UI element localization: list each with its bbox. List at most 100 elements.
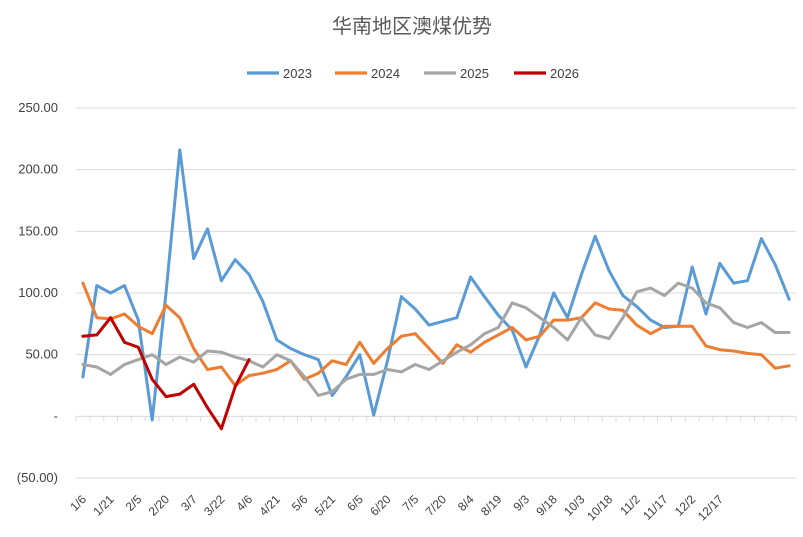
data-point-2023 [593,234,597,238]
chart-series [81,148,791,431]
data-point-2024 [261,371,265,375]
data-point-2024 [123,312,126,316]
data-point-2024 [164,303,168,307]
data-point-2026 [123,340,126,344]
data-point-2024 [760,353,763,357]
data-point-2023 [123,284,126,287]
data-point-2025 [344,377,348,381]
data-point-2025 [580,316,583,320]
data-point-2023 [483,295,486,299]
data-point-2024 [718,348,722,352]
data-point-2023 [455,316,459,320]
data-point-2025 [552,326,556,329]
data-point-2023 [81,375,85,379]
data-point-2024 [316,371,320,375]
x-tick-label: 7/20 [423,492,450,519]
data-point-2024 [663,324,666,328]
data-point-2023 [746,279,749,283]
data-point-2023 [400,295,403,299]
data-point-2024 [704,344,708,348]
data-point-2026 [136,345,140,349]
data-point-2025 [649,286,652,290]
data-point-2026 [164,395,168,398]
x-tick-label: 7/5 [400,492,422,514]
data-point-2026 [206,406,209,410]
data-point-2025 [386,368,389,371]
data-point-2024 [607,307,611,311]
data-point-2024 [732,349,736,353]
data-point-2024 [400,334,403,338]
data-point-2025 [621,316,625,320]
y-tick-label: 50.00 [25,347,58,362]
data-point-2025 [81,363,85,366]
data-point-2024 [220,365,223,369]
data-point-2025 [233,355,237,359]
data-point-2024 [330,359,334,363]
data-point-2025 [510,301,514,305]
x-tick-label: 1/21 [90,492,117,519]
y-axis: 250.00 200.00 150.00 100.00 50.00 - (50.00) [17,100,58,485]
data-point-2025 [220,350,223,354]
x-tick-label: 9/3 [510,492,532,514]
data-point-2025 [123,363,126,366]
x-tick-label: 9/18 [533,492,560,519]
data-point-2025 [538,316,542,320]
data-point-2025 [400,370,403,374]
data-point-2025 [261,365,265,369]
data-point-2023 [690,265,694,269]
data-point-2023 [566,316,569,320]
x-tick-label: 2/20 [146,492,173,519]
data-point-2024 [372,361,376,365]
data-point-2026 [233,385,237,389]
data-point-2024 [386,347,389,350]
x-tick-label: 12/2 [672,492,699,519]
data-point-2023 [760,237,763,241]
data-point-2025 [690,286,694,290]
x-tick-label: 6/5 [344,492,366,514]
x-tick-label: 6/20 [367,492,394,519]
data-point-2025 [413,363,417,366]
data-point-2023 [524,365,528,369]
data-point-2023 [95,284,99,287]
x-tick-label: 4/21 [256,492,283,519]
data-point-2024 [621,308,625,312]
data-point-2023 [206,227,209,231]
data-point-2023 [773,263,777,266]
data-point-2026 [81,334,85,338]
x-tick-label: 10/3 [561,492,588,519]
data-point-2025 [732,321,736,324]
data-point-2024 [746,352,749,355]
data-point-2023 [441,320,445,323]
data-point-2025 [289,359,292,363]
chart-title: 华南地区澳煤优势 [332,14,492,38]
data-point-2024 [773,366,777,370]
data-point-2026 [178,392,182,396]
data-point-2023 [552,291,556,295]
data-point-2025 [524,306,528,310]
data-point-2024 [483,340,486,344]
x-tick-label: 1/6 [67,492,89,514]
data-point-2024 [510,326,514,329]
data-point-2023 [704,312,708,316]
data-point-2023 [372,413,376,417]
series-2025 [81,281,791,397]
data-point-2025 [469,343,472,347]
data-point-2025 [178,355,182,359]
data-point-2025 [109,373,112,376]
data-point-2025 [760,321,763,324]
data-point-2024 [496,333,500,337]
data-point-2023 [261,300,265,303]
data-point-2025 [206,349,209,353]
x-axis: 1/6 1/21 2/5 2/20 3/7 3/22 4/6 4/21 5/6 5/21 6/5 6/… [67,416,797,523]
data-point-2024 [593,301,597,305]
data-point-2024 [275,368,279,371]
data-point-2026 [109,316,112,320]
data-point-2024 [178,316,182,320]
data-point-2025 [427,368,431,371]
x-tick-label: 8/19 [478,492,505,519]
data-point-2025 [372,373,376,376]
legend-label-2023: 2023 [283,66,312,81]
data-point-2026 [192,382,196,386]
data-point-2025 [441,359,445,363]
